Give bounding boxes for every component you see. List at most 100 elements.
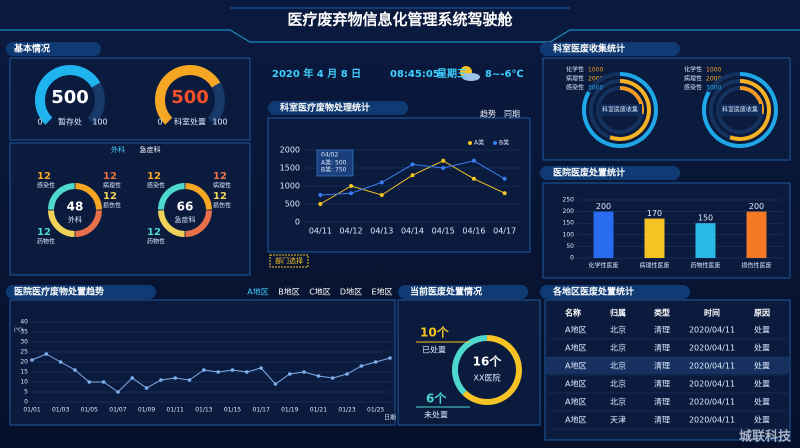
donut-item-name: 药物性 — [37, 238, 55, 246]
donut-value: 66 — [177, 200, 194, 214]
table-cell: 2020/04/11 — [689, 398, 735, 407]
x-tick-label: 化学性医废 — [588, 262, 618, 270]
trend-point — [273, 382, 278, 386]
region-tab[interactable]: C地区 — [309, 287, 331, 297]
radial-label: 科室医废收集 — [722, 106, 758, 114]
donut-item-value: 12 — [103, 191, 117, 202]
region-tab[interactable]: D地区 — [340, 287, 362, 297]
gauge-max: 100 — [92, 118, 107, 127]
trend-line — [31, 353, 391, 393]
total-value: 16个 — [473, 354, 503, 369]
panel-title: 当前医废处置情况 — [410, 286, 482, 298]
dept-tab[interactable]: 急症科 — [140, 145, 161, 154]
gauge-value: 500 — [51, 87, 89, 108]
panel-title: 医院医疗废物处置趋势 — [14, 286, 104, 298]
gauge-value: 500 — [171, 87, 209, 108]
table-cell: 处置 — [754, 361, 770, 371]
x-tick-label: 04/15 — [432, 227, 455, 236]
region-tab[interactable]: A地区 — [247, 287, 268, 297]
trend-point — [87, 380, 92, 384]
date: 2020 年 4 月 8 日 — [272, 67, 361, 80]
y-tick-label: 50 — [566, 243, 574, 250]
pending-label: 未处置 — [424, 410, 448, 420]
region-tab[interactable]: B地区 — [278, 287, 300, 297]
chart-tab[interactable]: 同期 — [504, 110, 520, 119]
table-cell: 处置 — [754, 397, 770, 407]
donut-item-value: 12 — [147, 171, 161, 182]
watermark: 城联科技 — [739, 429, 792, 445]
gauge-min: 0 — [37, 118, 42, 127]
donut-segment — [185, 210, 212, 237]
table-cell: 清理 — [654, 361, 670, 371]
dept-tab[interactable]: 外科 — [111, 145, 125, 154]
trend-point — [58, 360, 63, 364]
y-tick-label: 500 — [285, 200, 300, 209]
donut-item-name: 病理性 — [103, 182, 121, 190]
header-frame — [0, 29, 800, 43]
donut-value: 48 — [67, 200, 84, 214]
y-tick-label: 2000 — [280, 146, 300, 155]
donut-item-name: 药物性 — [147, 238, 165, 246]
radial-value: 3000 — [706, 85, 721, 92]
trend-point — [345, 372, 349, 376]
donut-segment — [48, 183, 75, 210]
table-header: 时间 — [704, 308, 720, 318]
gauge-min: 0 — [157, 118, 162, 127]
x-tick-label: 04/12 — [340, 227, 363, 236]
trend-point — [359, 364, 364, 368]
weekday: 星期三 — [437, 67, 467, 80]
panel-title: 基本情况 — [13, 43, 50, 55]
y-tick-label: 0 — [570, 255, 574, 262]
x-tick-label: 04/16 — [462, 227, 485, 236]
trend-point — [173, 376, 177, 380]
series-point — [379, 180, 384, 185]
radial-arc — [702, 72, 778, 148]
legend-label: A类 — [474, 139, 484, 147]
table-cell: 清理 — [654, 415, 670, 425]
y-tick-label: 25 — [20, 349, 28, 356]
done-value: 10个 — [420, 325, 450, 340]
x-tick-label: 药物性医废 — [690, 262, 720, 270]
donut-item-name: 病理性 — [213, 182, 231, 190]
y-tick-label: 150 — [563, 220, 575, 227]
donut-item-name: 感染性 — [147, 182, 165, 190]
tooltip-line: A类: 500 — [321, 159, 347, 167]
radial-name: 感染性 — [684, 84, 702, 92]
series-point — [410, 173, 415, 178]
table-cell: 2020/04/11 — [689, 416, 735, 425]
x-tick-label: 01/03 — [52, 407, 69, 414]
chart-tab[interactable]: 趋势 — [480, 109, 496, 119]
radial-name: 感染性 — [566, 84, 584, 92]
panel-title: 各地区医废处置统计 — [552, 286, 634, 298]
table-cell: 清理 — [654, 343, 670, 353]
series-point — [410, 162, 415, 167]
x-tick-label: 04/14 — [401, 227, 424, 236]
status-pending-arc — [452, 335, 488, 395]
panels — [6, 42, 791, 441]
donut-item-value: 12 — [213, 171, 227, 182]
time: 08:45:05 — [390, 69, 440, 80]
trend-point — [388, 356, 392, 360]
trend-point — [101, 380, 106, 384]
series-point — [379, 193, 384, 197]
donut-segment — [158, 210, 185, 237]
trend-point — [259, 366, 263, 370]
table-cell: 清理 — [654, 325, 670, 335]
dept-button[interactable]: 部门选择 — [275, 256, 303, 265]
trend-point — [216, 370, 220, 374]
series-point — [318, 202, 323, 206]
region-tab[interactable]: E地区 — [371, 287, 392, 297]
table-cell: 处置 — [754, 415, 770, 425]
radial-center-box — [718, 104, 762, 116]
x-tick-label: 01/21 — [310, 407, 327, 414]
trend-point — [302, 370, 306, 374]
donut-item-value: 12 — [37, 171, 51, 182]
y-tick-label: 30 — [20, 339, 28, 346]
donut-item-name: 损伤性 — [213, 202, 231, 210]
trend-point — [316, 374, 321, 378]
pending-value: 6个 — [426, 391, 447, 406]
table-cell: 北京 — [610, 361, 626, 371]
donut-segment — [48, 210, 75, 237]
x-tick-label: 病理性医废 — [639, 262, 669, 270]
gauge-arc — [35, 65, 101, 125]
